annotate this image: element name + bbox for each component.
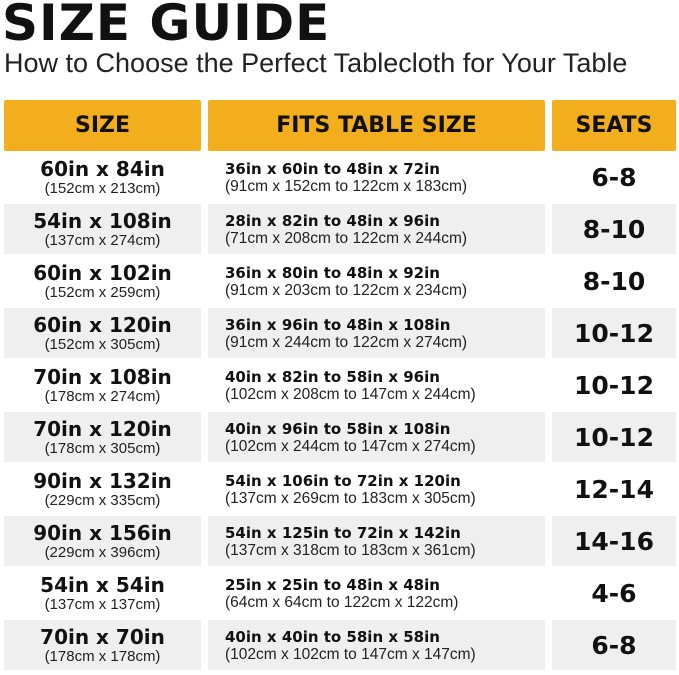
size-inches: 90in x 132in — [33, 468, 172, 493]
size-inches: 70in x 70in — [40, 624, 165, 649]
fits-inches: 40in x 40in to 58in x 58in — [225, 627, 440, 646]
size-inches: 60in x 102in — [33, 260, 172, 285]
fits-inches: 54in x 106in to 72in x 120in — [225, 471, 461, 490]
fits-cm: (102cm x 244cm to 147cm x 274cm) — [225, 437, 476, 455]
size-inches: 70in x 120in — [33, 416, 172, 441]
size-cm: (152cm x 213cm) — [44, 179, 161, 197]
fits-cell: 36in x 80in to 48in x 92in (91cm x 203cm… — [208, 256, 545, 306]
fits-cell: 36in x 96in to 48in x 108in (91cm x 244c… — [208, 308, 545, 358]
fits-cell: 40in x 96in to 58in x 108in (102cm x 244… — [208, 412, 545, 462]
fits-cm: (91cm x 152cm to 122cm x 183cm) — [225, 177, 468, 195]
fits-cell: 54in x 106in to 72in x 120in (137cm x 26… — [208, 464, 545, 514]
size-cell: 54in x 108in (137cm x 274cm) — [4, 204, 201, 254]
fits-cm: (91cm x 244cm to 122cm x 274cm) — [225, 333, 468, 351]
seats-cell: 10-12 — [552, 412, 676, 462]
fits-inches: 40in x 82in to 58in x 96in — [225, 367, 440, 386]
size-cell: 70in x 120in (178cm x 305cm) — [4, 412, 201, 462]
fits-inches: 54in x 125in to 72in x 142in — [225, 523, 461, 542]
size-cell: 54in x 54in (137cm x 137cm) — [4, 568, 201, 618]
size-cm: (229cm x 335cm) — [44, 491, 161, 509]
header-size: SIZE — [4, 100, 201, 151]
size-cell: 90in x 132in (229cm x 335cm) — [4, 464, 201, 514]
fits-inches: 36in x 60in to 48in x 72in — [225, 159, 440, 178]
fits-cell: 40in x 82in to 58in x 96in (102cm x 208c… — [208, 360, 545, 410]
fits-cm: (102cm x 208cm to 147cm x 244cm) — [225, 385, 476, 403]
size-cell: 60in x 84in (152cm x 213cm) — [4, 152, 201, 202]
fits-cell: 36in x 60in to 48in x 72in (91cm x 152cm… — [208, 152, 545, 202]
size-inches: 60in x 84in — [40, 156, 165, 181]
size-inches: 54in x 54in — [40, 572, 165, 597]
fits-cm: (64cm x 64cm to 122cm x 122cm) — [225, 593, 459, 611]
fits-inches: 36in x 96in to 48in x 108in — [225, 315, 451, 334]
fits-inches: 36in x 80in to 48in x 92in — [225, 263, 440, 282]
fits-cm: (102cm x 102cm to 147cm x 147cm) — [225, 645, 476, 663]
size-inches: 54in x 108in — [33, 208, 172, 233]
seats-cell: 14-16 — [552, 516, 676, 566]
seats-cell: 8-10 — [582, 266, 646, 296]
size-cm: (152cm x 259cm) — [44, 283, 161, 301]
seats-cell: 10-12 — [552, 308, 676, 358]
seats-cell: 12-14 — [574, 474, 654, 504]
fits-cm: (137cm x 269cm to 183cm x 305cm) — [225, 489, 476, 507]
seats-cell: 4-6 — [591, 578, 637, 608]
size-cell: 90in x 156in (229cm x 396cm) — [4, 516, 201, 566]
fits-cell: 25in x 25in to 48in x 48in (64cm x 64cm … — [208, 568, 545, 618]
fits-cell: 40in x 40in to 58in x 58in (102cm x 102c… — [208, 620, 545, 670]
fits-inches: 40in x 96in to 58in x 108in — [225, 419, 451, 438]
seats-cell: 6-8 — [591, 162, 637, 192]
fits-cm: (137cm x 318cm to 183cm x 361cm) — [225, 541, 476, 559]
size-cm: (178cm x 305cm) — [44, 439, 161, 457]
fits-inches: 28in x 82in to 48in x 96in — [225, 211, 440, 230]
size-cm: (178cm x 178cm) — [44, 647, 161, 665]
seats-cell: 8-10 — [552, 204, 676, 254]
header-seats: SEATS — [552, 100, 676, 151]
fits-cm: (71cm x 208cm to 122cm x 244cm) — [225, 229, 468, 247]
page-subtitle: How to Choose the Perfect Tablecloth for… — [4, 48, 628, 78]
size-cell: 70in x 108in (178cm x 274cm) — [4, 360, 201, 410]
size-cm: (152cm x 305cm) — [44, 335, 161, 353]
size-cm: (137cm x 274cm) — [44, 231, 161, 249]
fits-cell: 54in x 125in to 72in x 142in (137cm x 31… — [208, 516, 545, 566]
fits-inches: 25in x 25in to 48in x 48in — [225, 575, 440, 594]
seats-cell: 10-12 — [574, 370, 654, 400]
size-cm: (178cm x 274cm) — [44, 387, 161, 405]
fits-cell: 28in x 82in to 48in x 96in (71cm x 208cm… — [208, 204, 545, 254]
header-fits-table-size: FITS TABLE SIZE — [208, 100, 545, 151]
size-cell: 60in x 120in (152cm x 305cm) — [4, 308, 201, 358]
size-inches: 70in x 108in — [33, 364, 172, 389]
size-cell: 60in x 102in (152cm x 259cm) — [4, 256, 201, 306]
size-cell: 70in x 70in (178cm x 178cm) — [4, 620, 201, 670]
seats-cell: 6-8 — [552, 620, 676, 670]
size-cm: (229cm x 396cm) — [44, 543, 161, 561]
fits-cm: (91cm x 203cm to 122cm x 234cm) — [225, 281, 468, 299]
size-inches: 60in x 120in — [33, 312, 172, 337]
page-title: SIZE GUIDE — [2, 0, 331, 52]
size-inches: 90in x 156in — [33, 520, 172, 545]
size-table: SIZE FITS TABLE SIZE SEATS 60in x 84in (… — [4, 100, 676, 670]
size-cm: (137cm x 137cm) — [44, 595, 161, 613]
